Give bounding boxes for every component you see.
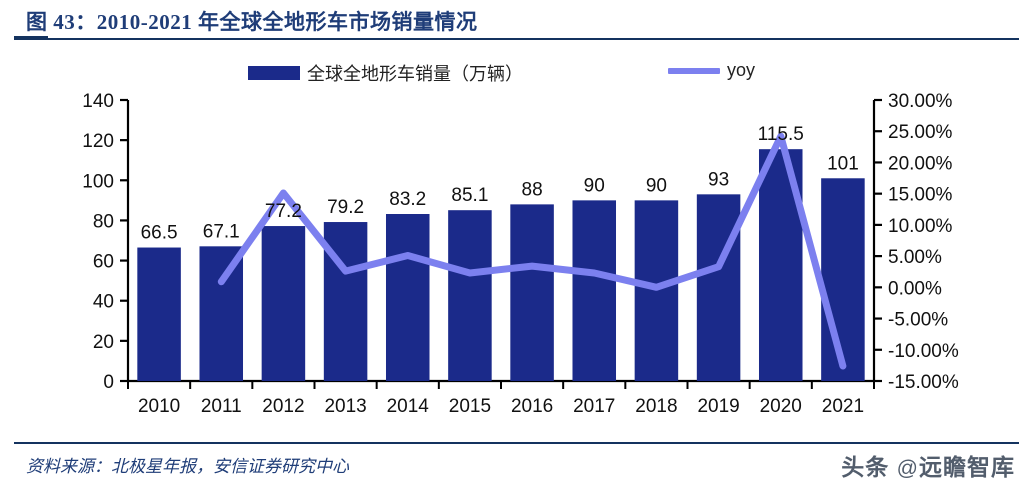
legend-label-yoy: yoy [727,60,756,80]
x-axis-category-label: 2017 [573,396,615,417]
right-axis-tick-label: -10.00% [888,341,959,362]
watermark-suffix: 远瞻智库 [919,454,1015,480]
bar-value-label: 66.5 [141,223,178,244]
x-axis-category-label: 2013 [324,396,366,417]
footer-divider [14,442,1019,444]
bar-value-label: 101 [827,153,859,174]
right-axis-tick-label: -15.00% [888,372,959,393]
x-axis-category-label: 2012 [262,396,304,417]
x-axis-category-label: 2015 [449,396,491,417]
bar-value-label: 90 [584,175,605,196]
title-divider-cap [14,36,48,40]
right-axis-tick-label: -5.00% [888,310,948,331]
chart-plot-area: 0 20 40 60 80 100 120 140 -15.00% -10.00% -5.00% 0.… [0,88,1033,440]
x-axis-category-label: 2020 [760,396,802,417]
right-axis-tick-label: 15.00% [888,185,953,206]
right-axis-tick-label: 10.00% [888,216,953,237]
right-axis-tick-label: 25.00% [888,122,953,143]
legend-item-yoy[interactable]: yoy [668,60,755,81]
source-note: 资料来源：北极星年报，安信证券研究中心 [26,457,349,476]
left-axis-tick-label: 140 [82,91,114,112]
bar-value-label: 77.2 [265,201,302,222]
left-axis-tick-label: 40 [93,292,114,313]
x-axis-category-label: 2018 [635,396,677,417]
legend-swatch-line-icon [668,67,720,74]
left-axis-tick-label: 120 [82,131,114,152]
figure-footer: 资料来源：北极星年报，安信证券研究中心 头条 @远瞻智库 [0,440,1033,483]
bar-value-label: 85.1 [451,185,488,206]
bar[interactable] [510,204,554,381]
page-title: 图 43：2010-2021 年全球全地形车市场销量情况 [26,10,478,34]
left-axis-tick-label: 0 [103,372,114,393]
bar[interactable] [385,214,430,381]
bar-value-label: 88 [522,179,543,200]
bar[interactable] [572,200,617,381]
legend-label-sales: 全球全地形车销量（万辆） [307,64,523,84]
x-axis-category-label: 2021 [822,396,864,417]
left-axis-tick-label: 60 [93,252,114,273]
x-axis-category-label: 2010 [138,396,180,417]
watermark-at-icon: @ [896,457,919,480]
bar[interactable] [323,222,368,381]
watermark-prefix: 头条 [841,454,897,480]
watermark: 头条 @远瞻智库 [841,448,1015,482]
bar[interactable] [199,246,244,381]
chart-legend: 全球全地形车销量（万辆） yoy [0,60,1033,88]
bar[interactable] [137,247,181,381]
bar[interactable] [696,194,741,381]
bar-value-label: 115.5 [758,124,804,145]
legend-swatch-bar-icon [248,66,300,80]
bar[interactable] [448,210,492,381]
left-axis-tick-label: 80 [93,211,114,232]
left-axis-tick-label: 20 [93,332,114,353]
chart-canvas: 0 20 40 60 80 100 120 140 -15.00% -10.00% -5.00% 0.… [82,91,959,417]
bar-value-label: 93 [708,169,729,190]
x-axis-category-label: 2014 [387,396,430,417]
right-axis-tick-label: 0.00% [888,278,942,299]
x-axis-category-label: 2019 [697,396,739,417]
title-divider [14,38,1019,40]
bar-value-label: 90 [646,175,667,196]
right-axis-tick-label: 20.00% [888,153,953,174]
bar[interactable] [261,226,306,381]
yoy-line[interactable] [217,132,847,370]
bar-value-label: 79.2 [327,197,364,218]
bar-value-label: 67.1 [203,221,240,242]
right-axis-tick-label: 5.00% [888,247,942,268]
left-axis-tick-label: 100 [82,171,114,192]
right-axis-tick-label: 30.00% [888,91,953,112]
bar[interactable] [821,178,865,381]
x-axis-category-label: 2011 [201,396,242,417]
x-axis-category-label: 2016 [511,396,553,417]
figure-header: 图 43：2010-2021 年全球全地形车市场销量情况 [0,0,1033,42]
bar-value-label: 83.2 [389,189,426,210]
legend-item-sales[interactable]: 全球全地形车销量（万辆） [248,60,523,86]
